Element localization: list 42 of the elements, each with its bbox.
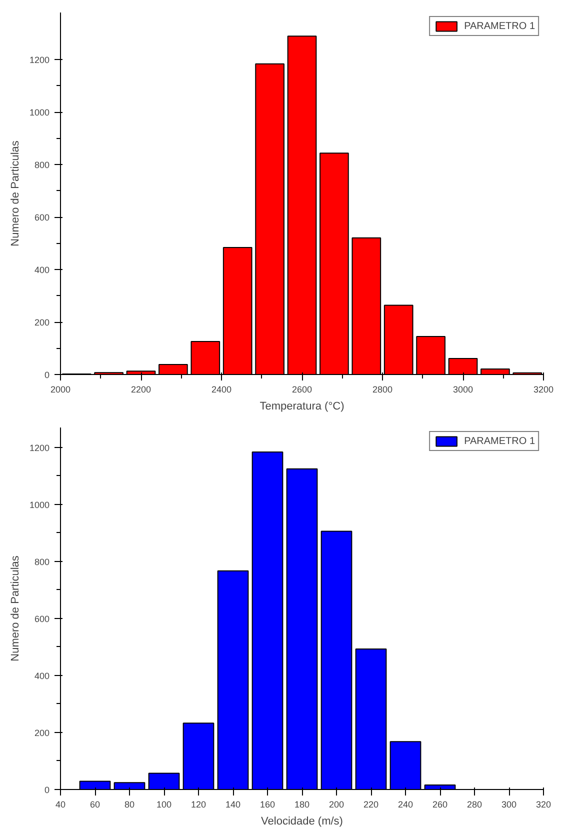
x-tick-label: 60 [90, 800, 100, 810]
x-tick-label: 220 [363, 800, 379, 810]
y-axis-title: Numero de Particulas [9, 555, 22, 662]
y-tick-label: 600 [34, 614, 50, 624]
x-tick-label: 240 [398, 800, 414, 810]
x-tick-label: 120 [190, 800, 206, 810]
y-tick-label: 1200 [29, 55, 50, 66]
x-tick-label: 3200 [533, 384, 554, 394]
y-tick-label: 800 [34, 556, 50, 567]
x-tick-label: 2800 [372, 384, 393, 394]
y-tick-label: 0 [44, 785, 50, 795]
y-tick-label: 200 [34, 728, 50, 738]
y-tick-label: 1000 [29, 108, 50, 118]
y-tick-label: 0 [44, 370, 50, 380]
y-tick-label: 400 [34, 670, 50, 681]
y-tick-label: 1200 [29, 442, 50, 453]
y-tick-label: 600 [34, 212, 50, 223]
x-tick-label: 3000 [452, 384, 474, 394]
y-tick-label: 800 [34, 160, 50, 170]
y-tick-label: 200 [34, 318, 50, 328]
x-tick-label: 2200 [130, 384, 152, 394]
y-tick-label: 400 [34, 265, 50, 276]
x-tick-label: 100 [156, 800, 172, 810]
legend-label: PARAMETRO 1 [464, 435, 535, 447]
x-tick-label: 180 [294, 800, 310, 810]
y-axis-title: Numero de Particulas [9, 140, 22, 246]
x-tick-label: 200 [328, 800, 344, 810]
y-tick-label: 1000 [29, 500, 50, 510]
x-tick-label: 280 [466, 800, 482, 810]
x-tick-label: 2000 [50, 384, 71, 394]
legend-label: PARAMETRO 1 [464, 20, 535, 32]
x-tick-label: 80 [124, 800, 135, 810]
x-tick-label: 2400 [211, 384, 232, 394]
x-tick-label: 320 [536, 800, 552, 810]
x-tick-label: 40 [55, 800, 66, 810]
x-axis-title: Velocidade (m/s) [261, 816, 343, 828]
x-tick-label: 2600 [292, 384, 312, 394]
x-tick-label: 160 [260, 800, 276, 810]
x-tick-label: 300 [501, 800, 517, 810]
x-axis-title: Temperatura (°C) [260, 400, 344, 412]
x-tick-label: 140 [225, 800, 241, 810]
x-tick-label: 260 [432, 800, 448, 810]
